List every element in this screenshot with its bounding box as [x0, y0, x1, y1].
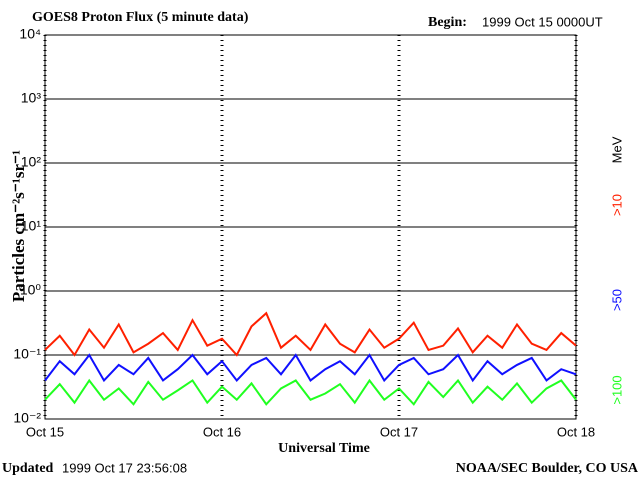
- y-axis-label: Particles cm⁻²s⁻¹sr⁻¹: [9, 150, 28, 302]
- legend-unit: MeV: [609, 136, 624, 163]
- x-tick-label: Oct 15: [26, 424, 64, 439]
- updated-label: Updated: [2, 461, 54, 476]
- credit: NOAA/SEC Boulder, CO USA: [456, 461, 639, 476]
- y-tick-label: 10³: [21, 90, 42, 106]
- x-tick-label: Oct 16: [203, 424, 241, 439]
- y-tick-label: 10⁻¹: [13, 346, 41, 362]
- y-tick-label: 10²: [21, 154, 42, 170]
- begin-label: Begin:: [428, 15, 467, 30]
- x-tick-label: Oct 18: [557, 424, 595, 439]
- series-line: [44, 353, 577, 383]
- legend-label: >50: [609, 289, 624, 311]
- legend-label: >100: [609, 375, 624, 404]
- x-tick-label: Oct 17: [380, 424, 418, 439]
- series-line: [44, 311, 577, 357]
- y-tick-label: 10⁻²: [13, 410, 41, 426]
- series-line: [44, 378, 577, 406]
- y-tick-label: 10⁰: [20, 282, 42, 298]
- chart-title: GOES8 Proton Flux (5 minute data): [32, 10, 249, 25]
- legend-label: >10: [609, 194, 624, 216]
- updated-value: 1999 Oct 17 23:56:08: [62, 460, 187, 475]
- y-tick-label: 10¹: [21, 218, 42, 234]
- y-tick-label: 10⁴: [19, 26, 41, 42]
- x-axis-label: Universal Time: [278, 441, 370, 456]
- begin-value: 1999 Oct 15 0000UT: [482, 14, 603, 29]
